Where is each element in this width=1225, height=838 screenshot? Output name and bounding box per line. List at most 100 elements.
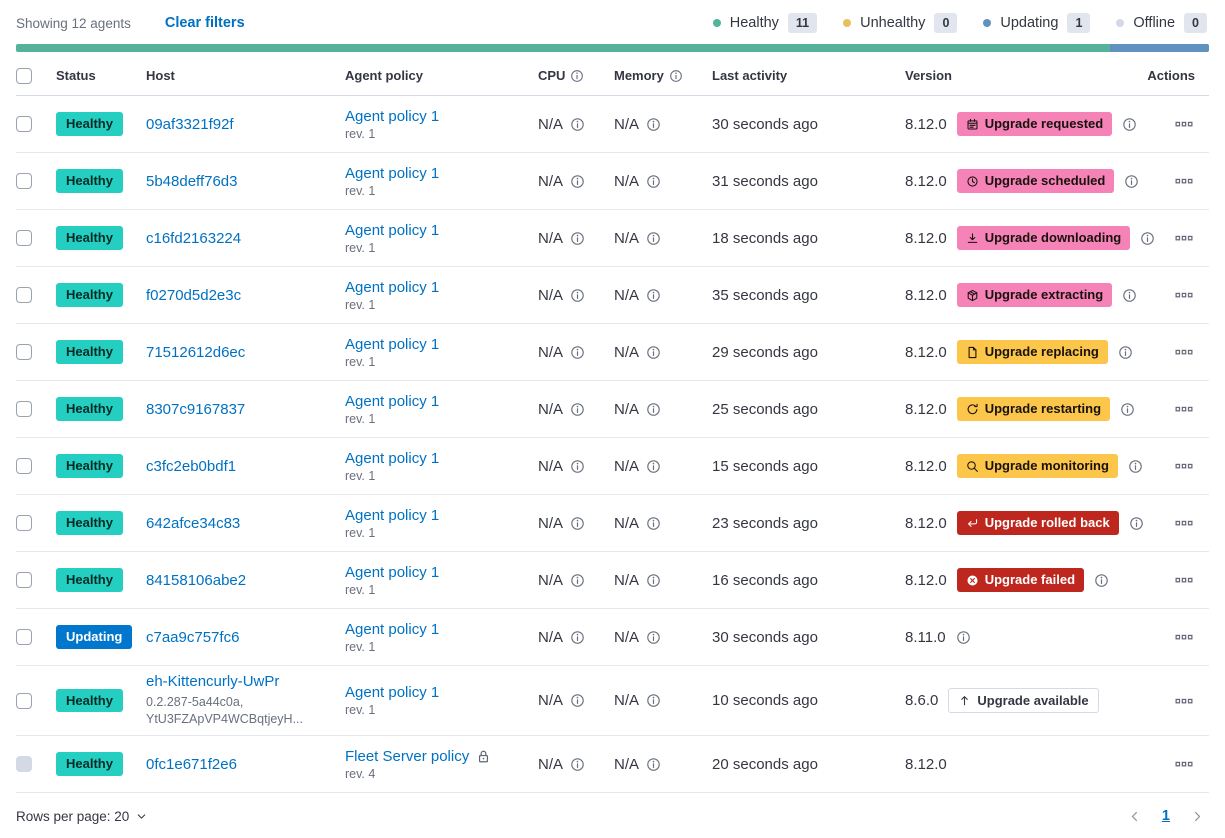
table-row: Healthy 5b48deff76d3 Agent policy 1 rev.… [16, 153, 1209, 211]
row-checkbox[interactable] [16, 344, 32, 361]
agent-policy-link[interactable]: Fleet Server policy [345, 747, 470, 765]
row-actions-button[interactable] [1175, 692, 1193, 710]
host-link[interactable]: 84158106abe2 [146, 571, 247, 589]
host-link[interactable]: c7aa9c757fc6 [146, 628, 240, 646]
agent-policy-link[interactable]: Agent policy 1 [345, 449, 440, 467]
row-actions-button[interactable] [1175, 286, 1193, 304]
info-icon[interactable] [1129, 516, 1144, 531]
agent-policy-link[interactable]: Agent policy 1 [345, 506, 440, 524]
info-icon[interactable] [646, 757, 661, 772]
info-icon[interactable] [1122, 117, 1137, 132]
row-checkbox[interactable] [16, 572, 32, 589]
package-icon [966, 289, 979, 302]
table-header-row: Status Host Agent policy CPU Memory Last… [16, 56, 1209, 97]
info-icon[interactable] [646, 573, 661, 588]
row-actions-cell [1145, 457, 1209, 475]
host-link[interactable]: 0fc1e671f2e6 [146, 755, 237, 773]
row-status-cell: Updating [56, 625, 146, 650]
row-actions-button[interactable] [1175, 571, 1193, 589]
row-actions-cell [1145, 115, 1209, 133]
info-icon[interactable] [570, 402, 585, 417]
rows-per-page-button[interactable]: Rows per page: 20 [16, 809, 148, 824]
agent-policy-link[interactable]: Agent policy 1 [345, 620, 440, 638]
row-checkbox[interactable] [16, 515, 32, 532]
host-link[interactable]: 71512612d6ec [146, 343, 246, 361]
info-icon[interactable] [956, 630, 971, 645]
row-actions-button[interactable] [1175, 457, 1193, 475]
row-actions-button[interactable] [1175, 400, 1193, 418]
page-1-button[interactable]: 1 [1161, 808, 1170, 824]
host-link[interactable]: 09af3321f92f [146, 115, 234, 133]
row-checkbox[interactable] [16, 401, 32, 418]
info-icon[interactable] [1094, 573, 1109, 588]
info-icon[interactable] [646, 630, 661, 645]
info-icon[interactable] [646, 231, 661, 246]
row-checkbox[interactable] [16, 692, 32, 709]
info-icon[interactable] [570, 117, 585, 132]
host-link[interactable]: eh-Kittencurly-UwPr [146, 673, 280, 691]
host-link[interactable]: f0270d5d2e3c [146, 286, 242, 304]
info-icon[interactable] [1118, 345, 1133, 360]
info-icon[interactable] [646, 402, 661, 417]
info-icon[interactable] [1140, 231, 1155, 246]
agent-policy-link[interactable]: Agent policy 1 [345, 278, 440, 296]
row-actions-button[interactable] [1175, 172, 1193, 190]
info-icon[interactable] [1122, 288, 1137, 303]
cpu-value: N/A [538, 628, 564, 646]
info-icon[interactable] [570, 757, 585, 772]
info-icon[interactable] [570, 573, 585, 588]
info-icon[interactable] [570, 288, 585, 303]
row-actions-button[interactable] [1175, 343, 1193, 361]
clear-filters-button[interactable]: Clear filters [164, 15, 245, 32]
row-actions-button[interactable] [1175, 514, 1193, 532]
agent-policy-link[interactable]: Agent policy 1 [345, 221, 440, 239]
agent-health-bar [16, 44, 1209, 53]
info-icon[interactable] [646, 117, 661, 132]
previous-page-button[interactable] [1127, 809, 1142, 824]
info-icon[interactable] [1124, 174, 1139, 189]
agent-policy-link[interactable]: Agent policy 1 [345, 684, 440, 702]
row-checkbox[interactable] [16, 116, 32, 133]
row-actions-button[interactable] [1175, 115, 1193, 133]
info-icon[interactable] [646, 516, 661, 531]
row-actions-button[interactable] [1175, 755, 1193, 773]
agent-policy-link[interactable]: Agent policy 1 [345, 563, 440, 581]
upgrade-status-label: Upgrade replacing [984, 344, 1099, 360]
info-icon[interactable] [646, 459, 661, 474]
row-checkbox[interactable] [16, 629, 32, 646]
info-icon[interactable] [570, 174, 585, 189]
info-icon[interactable] [570, 459, 585, 474]
info-icon[interactable] [1128, 459, 1143, 474]
host-link[interactable]: c3fc2eb0bdf1 [146, 457, 237, 475]
info-icon[interactable] [570, 630, 585, 645]
host-link[interactable]: 8307c9167837 [146, 400, 246, 418]
row-actions-button[interactable] [1175, 229, 1193, 247]
info-icon[interactable] [646, 288, 661, 303]
info-icon[interactable] [570, 231, 585, 246]
row-checkbox[interactable] [16, 287, 32, 304]
row-checkbox[interactable] [16, 458, 32, 475]
agent-policy-link[interactable]: Agent policy 1 [345, 164, 440, 182]
host-link[interactable]: c16fd2163224 [146, 229, 242, 247]
info-icon[interactable] [570, 693, 585, 708]
info-icon[interactable] [570, 69, 584, 83]
agent-policy-link[interactable]: Agent policy 1 [345, 335, 440, 353]
agent-policy-link[interactable]: Agent policy 1 [345, 392, 440, 410]
info-icon[interactable] [570, 345, 585, 360]
boxes-horizontal-icon [1175, 343, 1193, 361]
row-checkbox[interactable] [16, 173, 32, 190]
info-icon[interactable] [646, 345, 661, 360]
select-all-checkbox[interactable] [16, 67, 32, 84]
info-icon[interactable] [669, 69, 683, 83]
info-icon[interactable] [570, 516, 585, 531]
row-checkbox[interactable] [16, 230, 32, 247]
agent-policy-link[interactable]: Agent policy 1 [345, 107, 440, 125]
row-actions-button[interactable] [1175, 628, 1193, 646]
host-link[interactable]: 5b48deff76d3 [146, 172, 238, 190]
info-icon[interactable] [1120, 402, 1135, 417]
info-icon[interactable] [646, 174, 661, 189]
row-memory-cell: N/A [614, 230, 712, 247]
info-icon[interactable] [646, 693, 661, 708]
next-page-button[interactable] [1190, 809, 1205, 824]
host-link[interactable]: 642afce34c83 [146, 514, 241, 532]
